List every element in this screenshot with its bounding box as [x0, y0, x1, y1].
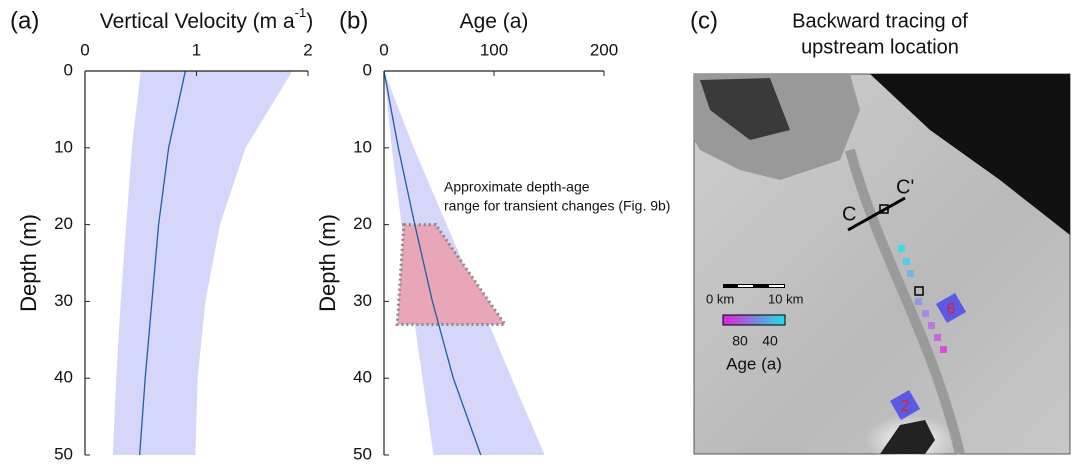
- x-axis-label-part: ): [306, 10, 313, 33]
- y-tick-label: 50: [353, 444, 372, 463]
- map-dark-rock: [880, 420, 935, 454]
- x-axis-label-part: Vertical Velocity (m a: [100, 10, 295, 33]
- section-line: [847, 196, 906, 232]
- traced-point: [903, 258, 910, 265]
- x-tick-label: 1: [192, 40, 201, 59]
- y-tick-label: 20: [353, 214, 372, 233]
- map-title: upstream location: [801, 36, 959, 58]
- x-tick-label: 0: [80, 40, 89, 59]
- y-tick-label: 20: [54, 214, 73, 233]
- traced-points: [898, 245, 947, 353]
- traced-point: [940, 346, 947, 353]
- traced-point: [898, 245, 905, 252]
- traced-point: [915, 298, 922, 305]
- uncertainty-band: [112, 71, 293, 455]
- y-tick-label: 0: [64, 60, 73, 79]
- uncertainty-band: [384, 71, 545, 455]
- y-tick-label: 10: [353, 137, 372, 156]
- site-label: 6: [947, 301, 956, 318]
- scale-label: 0 km: [706, 291, 734, 306]
- annotation: Approximate depth-age: [444, 179, 590, 195]
- colorbar-tick: 40: [762, 333, 778, 349]
- location-marker: [879, 204, 889, 214]
- annotation: range for transient changes (Fig. 9b): [444, 198, 670, 214]
- x-axis-label: Vertical Velocity (m a-1): [100, 5, 313, 32]
- y-tick-label: 30: [353, 291, 372, 310]
- map-channel: [845, 148, 965, 456]
- mean-line: [383, 70, 482, 456]
- y-tick-label: 0: [363, 60, 372, 79]
- y-axis-label: Depth (m): [16, 214, 41, 312]
- scale-bar: [723, 284, 785, 288]
- scale-bar: [769, 285, 784, 287]
- x-tick-label: 200: [590, 40, 618, 59]
- x-tick-label: 100: [480, 40, 508, 59]
- panel-label: (c): [690, 7, 718, 34]
- colorbar-tick: 80: [732, 333, 748, 349]
- x-axis-label: Age (a): [460, 10, 529, 33]
- traced-point: [922, 310, 929, 317]
- panel-label: (b): [339, 7, 368, 34]
- site-marker: [889, 389, 921, 421]
- scale-bar: [738, 285, 753, 287]
- map-panel: (c) Backward tracing of upstream locatio…: [690, 7, 1071, 465]
- map-ocean: [870, 74, 1070, 235]
- y-tick-label: 40: [353, 368, 372, 387]
- map-title: Backward tracing of: [792, 10, 968, 32]
- map-dark-area: [700, 78, 790, 140]
- section-label: C': [896, 176, 914, 198]
- colorbar: [722, 314, 786, 326]
- traced-point: [907, 270, 914, 277]
- location-marker: [914, 286, 924, 296]
- mean-line: [138, 70, 186, 456]
- site-label: 2: [901, 398, 910, 415]
- x-tick-label: 0: [379, 40, 388, 59]
- x-axis-label-part: Age (a): [460, 10, 529, 33]
- section-label: C: [842, 203, 856, 225]
- y-tick-label: 40: [54, 368, 73, 387]
- y-tick-label: 50: [54, 444, 73, 463]
- colorbar-label: Age (a): [726, 354, 782, 373]
- site-marker: [935, 292, 967, 324]
- scale-label: 10 km: [768, 291, 803, 306]
- panel-label: (a): [10, 7, 39, 34]
- x-axis-label-part: -1: [295, 5, 307, 20]
- traced-point: [934, 334, 941, 341]
- y-axis-label: Depth (m): [315, 214, 340, 312]
- depth-age-region: [395, 223, 508, 326]
- x-tick-label: 2: [303, 40, 312, 59]
- y-tick-label: 10: [54, 137, 73, 156]
- y-tick-label: 30: [54, 291, 73, 310]
- traced-point: [928, 322, 935, 329]
